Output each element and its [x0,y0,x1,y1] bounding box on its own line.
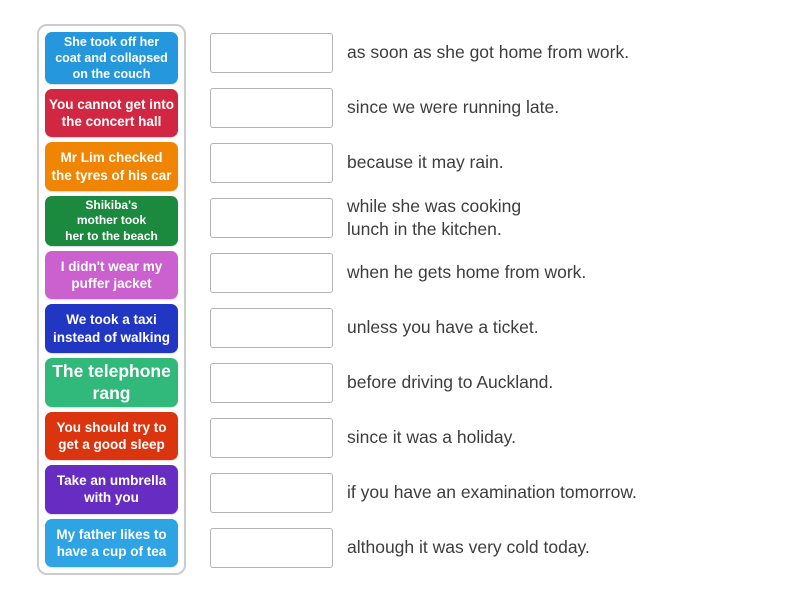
answer-text: if you have an examination tomorrow. [347,482,637,503]
drop-zone[interactable] [210,472,333,513]
drop-zone[interactable] [210,32,333,73]
drop-zone[interactable] [210,252,333,293]
clue-tile[interactable]: My father likes to have a cup of tea [45,518,178,568]
match-row: before driving to Auckland. [210,355,785,410]
match-row: as soon as she got home from work. [210,25,785,80]
answer-text: as soon as she got home from work. [347,42,630,63]
drop-zone[interactable] [210,527,333,568]
answer-text: because it may rain. [347,152,504,173]
answer-text: unless you have a ticket. [347,317,539,338]
answer-text: while she was cooking lunch in the kitch… [347,195,522,239]
drop-zone[interactable] [210,307,333,348]
drop-zone[interactable] [210,87,333,128]
drop-zone[interactable] [210,417,333,458]
answer-text: although it was very cold today. [347,537,590,558]
drop-zone[interactable] [210,362,333,403]
match-row: if you have an examination tomorrow. [210,465,785,520]
clue-tile[interactable]: Take an umbrella with you [45,465,178,514]
match-row: because it may rain. [210,135,785,190]
match-row: although it was very cold today. [210,520,785,575]
match-row: since it was a holiday. [210,410,785,465]
clue-tile[interactable]: Shikiba's mother took her to the beach [45,195,178,246]
clue-tile[interactable]: We took a taxi instead of walking [45,304,178,353]
answer-text: since it was a holiday. [347,427,516,448]
clue-tile[interactable]: Mr Lim checked the tyres of his car [45,142,178,191]
match-row: while she was cooking lunch in the kitch… [210,190,785,245]
match-row: unless you have a ticket. [210,300,785,355]
tile-tray: She took off her coat and collapsed on t… [37,24,186,575]
drop-zone[interactable] [210,142,333,183]
clue-tile[interactable]: The telephone rang [45,357,178,407]
clue-tile[interactable]: She took off her coat and collapsed on t… [45,32,178,84]
match-row: when he gets home from work. [210,245,785,300]
answer-text: since we were running late. [347,97,560,118]
match-rows: as soon as she got home from work. since… [210,25,785,575]
match-row: since we were running late. [210,80,785,135]
clue-tile[interactable]: You should try to get a good sleep [45,411,178,461]
drop-zone[interactable] [210,197,333,238]
answer-text: when he gets home from work. [347,262,587,283]
answer-text: before driving to Auckland. [347,372,554,393]
clue-tile[interactable]: I didn't wear my puffer jacket [45,250,178,300]
clue-tile[interactable]: You cannot get into the concert hall [45,89,178,138]
